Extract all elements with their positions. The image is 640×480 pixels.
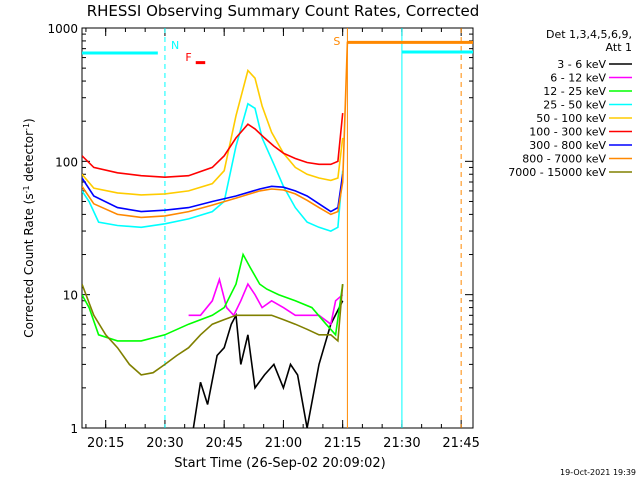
- x-tick-label: 20:30: [146, 436, 183, 451]
- y-axis-label: Corrected Count Rate (s-1 detector-1): [22, 118, 37, 337]
- x-tick-label: 20:15: [87, 436, 124, 451]
- series-line-1: [188, 276, 344, 326]
- legend-label: 50 - 100 keV: [536, 112, 606, 125]
- y-axis-label-sup2: -1: [22, 123, 31, 131]
- legend-header-1: Det 1,3,4,5,6,9,: [546, 28, 632, 41]
- y-tick-label: 1: [70, 422, 78, 436]
- y-tick-label: 10: [63, 289, 78, 303]
- series-group: [82, 41, 473, 428]
- series-line-0: [192, 300, 344, 428]
- y-axis: 1 10 100 1000: [47, 22, 473, 436]
- x-tick-label: 21:00: [265, 436, 302, 451]
- y-tick-label: 100: [55, 155, 78, 169]
- series-line-8: [82, 283, 344, 376]
- x-axis: 20:15 20:30 20:45 21:00 21:15 21:30 21:45: [85, 28, 480, 451]
- legend-header-2: Att 1: [606, 41, 632, 54]
- legend-label: 12 - 25 keV: [543, 85, 606, 98]
- legend-label: 800 - 7000 keV: [522, 153, 606, 166]
- y-axis-label-sup1: -1: [22, 185, 31, 193]
- legend-label: 100 - 300 keV: [529, 126, 606, 139]
- legend-label: 3 - 6 keV: [557, 58, 606, 71]
- legend-label: 7000 - 15000 keV: [508, 166, 606, 179]
- series-line-2: [82, 252, 344, 342]
- annotation-label: F: [185, 51, 191, 64]
- series-line-4: [82, 68, 344, 196]
- annotation-label: N: [171, 39, 179, 52]
- series-line-7: [82, 41, 473, 219]
- footer-timestamp: 19-Oct-2021 19:39: [560, 468, 636, 477]
- series-line-6: [82, 174, 344, 213]
- series-line-5: [82, 113, 344, 179]
- annotation-label: S: [333, 35, 340, 48]
- legend-label: 300 - 800 keV: [529, 139, 606, 152]
- x-axis-label: Start Time (26-Sep-02 20:09:02): [174, 456, 385, 471]
- series-line-3: [82, 102, 344, 232]
- chart-title: RHESSI Observing Summary Count Rates, Co…: [87, 2, 480, 20]
- y-axis-label-mid: detector: [22, 131, 36, 186]
- x-tick-label: 21:45: [442, 436, 479, 451]
- x-tick-label: 21:15: [324, 436, 361, 451]
- legend-label: 25 - 50 keV: [543, 99, 606, 112]
- x-tick-label: 20:45: [205, 436, 242, 451]
- y-axis-label-end: ): [22, 118, 36, 123]
- y-tick-label: 1000: [47, 22, 78, 36]
- plot-frame: [81, 27, 474, 429]
- y-axis-label-main: Corrected Count Rate (s: [22, 193, 36, 337]
- x-tick-label: 21:30: [383, 436, 420, 451]
- legend-label: 6 - 12 keV: [550, 72, 606, 85]
